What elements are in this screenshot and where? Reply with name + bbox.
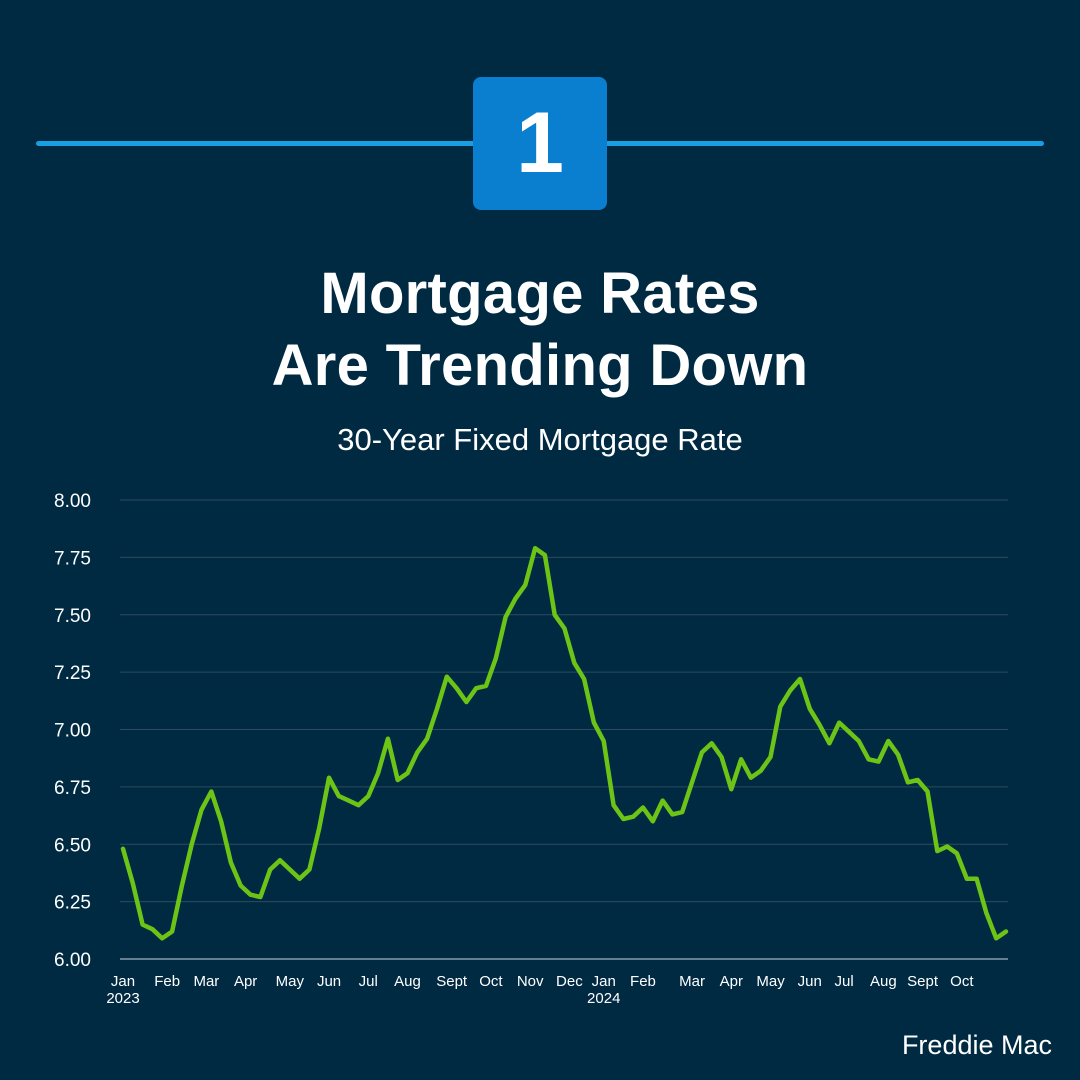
x-tick-label: Mar [193, 973, 219, 990]
y-tick-label: 7.00 [54, 721, 91, 742]
divider-line-right [604, 141, 1044, 146]
x-tick-label: May [276, 973, 305, 990]
y-tick-label: 7.75 [54, 548, 91, 569]
x-tick-label: Jul [359, 973, 378, 990]
x-tick-label: Apr [234, 973, 257, 990]
source-label: Freddie Mac [901, 1030, 1052, 1060]
y-tick-label: 8.00 [54, 491, 91, 512]
x-tick-label: Aug [394, 973, 421, 990]
y-tick-label: 7.50 [54, 606, 91, 627]
page-title: Mortgage Rates Are Trending Down [0, 258, 1080, 402]
x-tick-label: Oct [479, 973, 503, 990]
title-line-2: Are Trending Down [271, 333, 809, 398]
x-tick-label: Aug [870, 973, 897, 990]
x-tick-label: Nov [517, 973, 544, 990]
chart-subtitle: 30-Year Fixed Mortgage Rate [337, 422, 743, 457]
x-tick-label: Feb [630, 973, 656, 990]
rate-line-chart: 6.006.256.506.757.007.257.507.758.00Jan2… [54, 491, 1009, 1007]
x-tick-label: Jun [317, 973, 341, 990]
x-tick-label: Mar [679, 973, 705, 990]
series-line-30-year-fixed [120, 545, 1009, 941]
y-tick-label: 6.00 [54, 950, 91, 971]
y-tick-label: 6.75 [54, 778, 91, 799]
x-tick-label: Jul [835, 973, 854, 990]
y-tick-label: 7.25 [54, 663, 91, 684]
y-tick-label: 6.50 [54, 835, 91, 856]
y-tick-label: 6.25 [54, 893, 91, 914]
x-tick-label: Dec [556, 973, 583, 990]
divider-line-left [36, 141, 476, 146]
x-tick-label: Feb [154, 973, 180, 990]
x-tick-label: Jun [798, 973, 822, 990]
x-tick-label: Sept [436, 973, 468, 990]
x-tick-label: Apr [720, 973, 743, 990]
number-badge: 1 [473, 77, 607, 210]
x-tick-year-label: 2024 [587, 990, 620, 1007]
x-tick-label: May [756, 973, 785, 990]
title-line-1: Mortgage Rates [320, 261, 760, 326]
x-tick-label: Jan [592, 973, 616, 990]
x-tick-year-label: 2023 [106, 990, 139, 1007]
x-tick-label: Oct [950, 973, 974, 990]
x-tick-label: Jan [111, 973, 135, 990]
x-tick-label: Sept [907, 973, 939, 990]
